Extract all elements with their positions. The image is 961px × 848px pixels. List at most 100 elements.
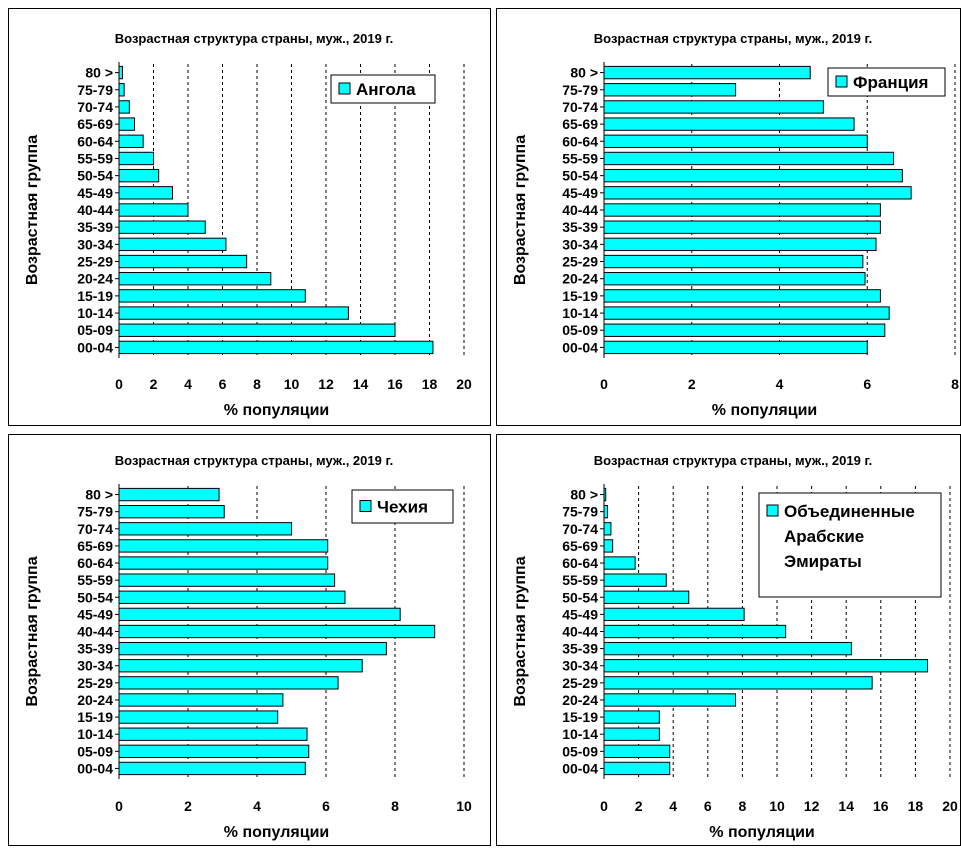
x-axis-label: % популяции — [224, 824, 329, 841]
bar-3539 — [118, 641, 387, 656]
x-tick-label: 12 — [318, 376, 334, 392]
x-tick-label: 0 — [600, 376, 608, 392]
x-axis-label: % популяции — [709, 824, 814, 841]
y-tick-label: 45-49 — [562, 185, 598, 201]
bar-6064 — [603, 556, 636, 570]
x-tick-label: 20 — [456, 376, 472, 392]
y-tick-label: 25-29 — [77, 254, 113, 270]
bar-7579 — [118, 83, 125, 97]
bar-4549 — [118, 186, 173, 200]
bar-80 — [118, 487, 220, 502]
legend-label: Объединенные — [784, 502, 915, 521]
bar-7074 — [603, 100, 824, 114]
x-tick-label: 4 — [776, 376, 784, 392]
y-tick-label: 05-09 — [562, 322, 598, 338]
bar-3539 — [603, 220, 881, 234]
y-tick-label: 25-29 — [562, 675, 598, 691]
bar-4044 — [603, 624, 787, 639]
y-tick-label: 35-39 — [562, 219, 598, 235]
bar-2529 — [118, 676, 339, 690]
y-tick-label: 65-69 — [77, 116, 113, 132]
y-tick-label: 20-24 — [562, 692, 598, 708]
y-tick-label: 75-79 — [562, 82, 598, 98]
x-tick-label: 4 — [184, 376, 192, 392]
y-tick-label: 05-09 — [562, 743, 598, 759]
bar-4044 — [118, 203, 189, 217]
bar-1014 — [118, 727, 308, 741]
legend-label: Эмираты — [784, 552, 862, 571]
x-tick-label: 12 — [804, 798, 820, 814]
y-tick-label: 30-34 — [77, 236, 113, 252]
bar-7579 — [118, 505, 225, 519]
y-tick-label: 70-74 — [562, 521, 598, 537]
bar-4549 — [603, 186, 912, 200]
bar-1014 — [118, 306, 349, 320]
bar-6569 — [603, 539, 614, 553]
bar-3539 — [118, 220, 206, 234]
bar-6064 — [118, 134, 144, 148]
y-tick-label: 50-54 — [562, 589, 598, 605]
bar-7074 — [603, 522, 612, 536]
x-tick-label: 6 — [322, 798, 330, 814]
bar-2529 — [603, 254, 864, 269]
y-tick-label: 55-59 — [562, 572, 598, 588]
y-tick-label: 40-44 — [77, 202, 113, 218]
y-tick-label: 00-04 — [562, 760, 598, 776]
y-tick-label: 10-14 — [77, 305, 113, 321]
bar-3034 — [118, 659, 363, 673]
y-tick-label: 50-54 — [77, 168, 113, 184]
y-tick-label: 55-59 — [77, 150, 113, 166]
y-axis-label: Возрастная группа — [24, 556, 41, 706]
bar-1014 — [603, 727, 660, 741]
y-tick-label: 75-79 — [562, 504, 598, 520]
bar-3034 — [603, 237, 877, 252]
x-tick-label: 16 — [873, 798, 889, 814]
x-axis-label: % популяции — [224, 402, 329, 419]
legend-label: Арабские — [784, 527, 864, 546]
bar-2024 — [118, 272, 272, 286]
chart-title: Возрастная структура страны, муж., 2019 … — [594, 31, 872, 46]
bar-7579 — [603, 505, 608, 519]
y-tick-label: 80 > — [85, 65, 113, 81]
y-tick-label: 30-34 — [562, 658, 598, 674]
x-tick-label: 10 — [769, 798, 785, 814]
x-tick-label: 20 — [942, 798, 958, 814]
bar-7579 — [603, 83, 737, 97]
y-tick-label: 10-14 — [562, 726, 598, 742]
chart-title: Возрастная структура страны, муж., 2019 … — [115, 453, 393, 468]
y-tick-label: 00-04 — [77, 760, 113, 776]
y-axis-label: Возрастная группа — [512, 135, 529, 285]
legend: Франция — [827, 67, 946, 97]
x-tick-label: 10 — [284, 376, 300, 392]
bar-1519 — [603, 710, 660, 724]
y-tick-label: 05-09 — [77, 322, 113, 338]
bar-6064 — [603, 134, 868, 148]
x-tick-label: 6 — [219, 376, 227, 392]
bar-4549 — [603, 607, 745, 622]
y-tick-label: 00-04 — [562, 339, 598, 355]
bar-2024 — [118, 693, 284, 707]
bar-4549 — [118, 607, 401, 622]
y-tick-label: 00-04 — [77, 339, 113, 355]
y-tick-label: 55-59 — [77, 572, 113, 588]
bar-5054 — [603, 168, 903, 183]
x-tick-label: 14 — [353, 376, 369, 392]
bar-6569 — [118, 539, 329, 553]
bar-1519 — [603, 289, 881, 303]
bar-1519 — [118, 710, 279, 724]
y-tick-label: 65-69 — [562, 538, 598, 554]
y-tick-label: 10-14 — [562, 305, 598, 321]
y-tick-label: 20-24 — [77, 271, 113, 287]
y-tick-label: 45-49 — [77, 606, 113, 622]
x-tick-label: 2 — [635, 798, 643, 814]
y-axis-label: Возрастная группа — [24, 135, 41, 285]
y-tick-label: 70-74 — [77, 99, 113, 115]
legend: Объединенные Арабские Эмираты — [758, 492, 942, 598]
y-tick-label: 15-19 — [562, 288, 598, 304]
legend-box — [758, 492, 942, 598]
legend-swatch — [338, 82, 351, 95]
y-tick-label: 25-29 — [562, 254, 598, 270]
bar-2024 — [603, 272, 866, 286]
bar-7074 — [118, 522, 292, 536]
bar-6569 — [118, 117, 136, 131]
